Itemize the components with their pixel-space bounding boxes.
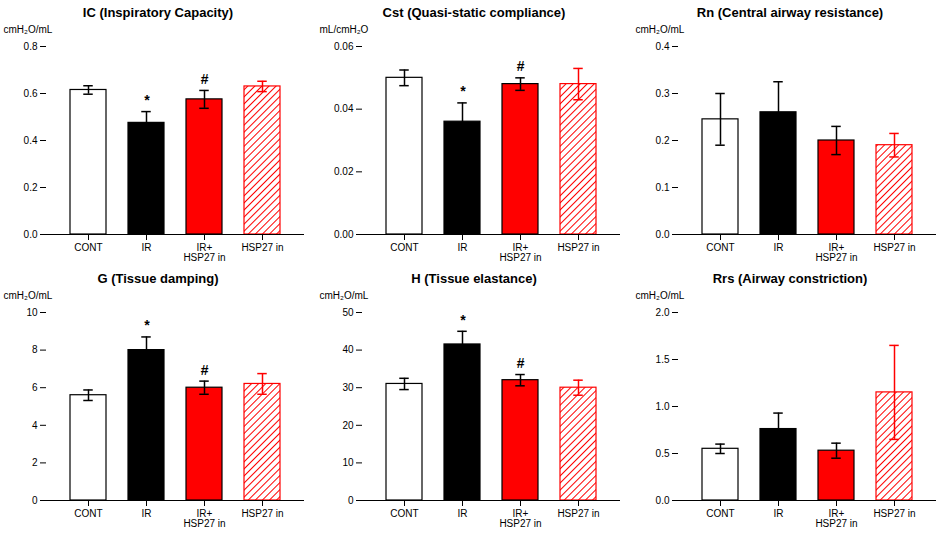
svg-text:*: * [144,317,150,333]
svg-text:2: 2 [32,457,38,468]
svg-text:0: 0 [32,495,38,506]
svg-text:0.3: 0.3 [656,88,670,99]
svg-text:HSP27 in: HSP27 in [557,242,599,253]
svg-text:2.0: 2.0 [656,307,670,318]
svg-text:cmH₂O/mL: cmH₂O/mL [636,24,685,35]
html-text:Cst (Quasi-static compliance): Cst (Quasi-static compliance) [382,5,566,20]
svg-text:HSP27 in: HSP27 in [873,508,915,519]
svg-text:30: 30 [342,382,354,393]
svg-text:CONT: CONT [390,242,418,253]
html-text:Rrs (Airway constriction): Rrs (Airway constriction) [712,271,868,286]
svg-text:IR: IR [774,242,784,253]
svg-text:0.6: 0.6 [24,88,38,99]
svg-text:0.00: 0.00 [334,229,354,240]
svg-text:0.06: 0.06 [334,41,354,52]
svg-text:CONT: CONT [706,242,734,253]
svg-text:cmH₂O/mL: cmH₂O/mL [4,24,53,35]
svg-text:6: 6 [32,382,38,393]
svg-text:IR: IR [142,242,152,253]
svg-text:cmH₂O/mL: cmH₂O/mL [636,290,685,301]
svg-text:50: 50 [342,307,354,318]
svg-text:IR+HSP27 in: IR+HSP27 in [815,242,857,263]
svg-text:*: * [460,83,466,99]
svg-text:IR+HSP27 in: IR+HSP27 in [183,242,225,263]
html-text:Rn (Central airway resistance): Rn (Central airway resistance) [696,5,884,20]
svg-text:#: # [517,355,525,371]
svg-text:4: 4 [32,420,38,431]
svg-text:1.0: 1.0 [656,401,670,412]
html-text:H (Tissue elastance): H (Tissue elastance) [411,271,537,286]
svg-text:0.2: 0.2 [24,182,38,193]
svg-text:#: # [517,58,525,74]
svg-text:0.0: 0.0 [656,495,670,506]
svg-text:IR: IR [142,508,152,519]
svg-text:0.5: 0.5 [656,448,670,459]
svg-text:20: 20 [342,420,354,431]
svg-text:*: * [460,312,466,328]
svg-text:IR+HSP27 in: IR+HSP27 in [183,508,225,529]
svg-text:10: 10 [26,307,38,318]
svg-text:IR: IR [458,242,468,253]
svg-text:1.5: 1.5 [656,354,670,365]
svg-text:IR: IR [458,508,468,519]
svg-text:0.4: 0.4 [656,41,670,52]
svg-text:mL/cmH₂O: mL/cmH₂O [320,24,369,35]
svg-text:*: * [144,92,150,108]
svg-text:CONT: CONT [706,508,734,519]
svg-text:IR+HSP27 in: IR+HSP27 in [499,508,541,529]
svg-text:0.0: 0.0 [24,229,38,240]
svg-text:CONT: CONT [74,242,102,253]
html-text:IC (Inspiratory Capacity): IC (Inspiratory Capacity) [82,5,234,20]
svg-text:10: 10 [342,457,354,468]
svg-text:0.8: 0.8 [24,41,38,52]
svg-text:0: 0 [348,495,354,506]
svg-text:HSP27 in: HSP27 in [241,242,283,253]
svg-text:cmH₂O/mL: cmH₂O/mL [320,290,369,301]
svg-text:IR+HSP27 in: IR+HSP27 in [499,242,541,263]
svg-text:0.4: 0.4 [24,135,38,146]
svg-text:0.02: 0.02 [334,166,354,177]
svg-text:IR: IR [774,508,784,519]
svg-text:HSP27 in: HSP27 in [241,508,283,519]
svg-text:CONT: CONT [390,508,418,519]
html-text:G (Tissue damping): G (Tissue damping) [97,271,219,286]
svg-text:cmH₂O/mL: cmH₂O/mL [4,290,53,301]
svg-text:40: 40 [342,344,354,355]
svg-text:0.1: 0.1 [656,182,670,193]
svg-text:IR+HSP27 in: IR+HSP27 in [815,508,857,529]
svg-text:HSP27 in: HSP27 in [557,508,599,519]
svg-text:CONT: CONT [74,508,102,519]
svg-text:HSP27 in: HSP27 in [873,242,915,253]
svg-text:#: # [201,362,209,378]
svg-text:#: # [201,71,209,87]
svg-text:0.0: 0.0 [656,229,670,240]
svg-text:0.04: 0.04 [334,103,354,114]
svg-text:8: 8 [32,344,38,355]
svg-text:0.2: 0.2 [656,135,670,146]
